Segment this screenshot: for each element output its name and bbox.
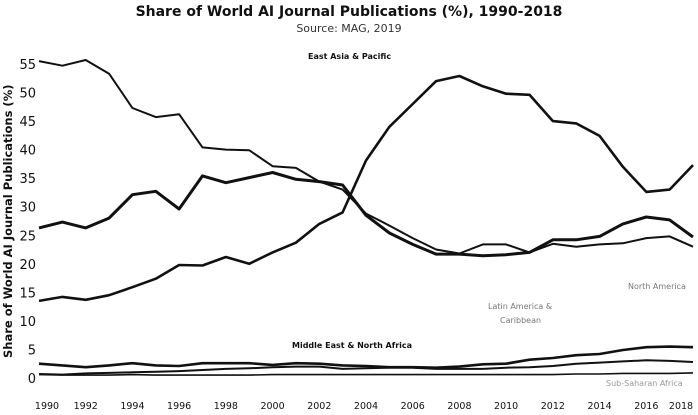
series-label-mena: Middle East & North Africa — [292, 341, 413, 350]
series-line-north-america — [38, 59, 694, 255]
x-tick-label: 1996 — [167, 401, 191, 412]
x-tick-label: 2014 — [587, 401, 611, 412]
series-line-sub-saharan-africa — [38, 372, 694, 376]
x-tick-label: 2006 — [401, 401, 425, 412]
x-tick-label: 1994 — [120, 401, 144, 412]
series-label-sub-saharan: Sub-Saharan Africa — [606, 379, 683, 388]
series-line-middle-east-north-africa — [38, 345, 694, 370]
y-tick-label: 35 — [19, 172, 36, 187]
x-tick-label: 1990 — [35, 401, 59, 412]
x-tick-label: 2004 — [354, 401, 378, 412]
y-tick-label: 40 — [19, 144, 36, 159]
y-tick-label: 30 — [19, 201, 36, 216]
y-tick-label: 15 — [19, 286, 36, 301]
series-label-east-asia: East Asia & Pacific — [308, 52, 392, 61]
series-label-latin-america-1: Latin America & — [488, 302, 553, 311]
x-tick-label: 2002 — [307, 401, 331, 412]
y-tick-label: 0 — [28, 372, 36, 387]
x-tick-label: 1992 — [74, 401, 98, 412]
y-tick-label: 45 — [19, 115, 36, 130]
series-line-latin-america-caribbean — [38, 359, 694, 376]
y-tick-label: 55 — [19, 58, 36, 73]
y-tick-label: 20 — [19, 258, 36, 273]
series-line-east-asia-pacific — [38, 74, 694, 303]
x-tick-label: 2010 — [494, 401, 518, 412]
x-tick-label: 2016 — [634, 401, 658, 412]
y-tick-label: 50 — [19, 87, 36, 102]
y-tick-label: 5 — [28, 343, 36, 358]
series-label-north-america: North America — [628, 282, 686, 291]
series-label-latin-america-2: Caribbean — [500, 316, 542, 325]
x-tick-label: 2018 — [669, 401, 693, 412]
series-line-unlabeled — [38, 171, 694, 258]
x-tick-label: 2000 — [260, 401, 284, 412]
y-tick-label: 10 — [19, 315, 36, 330]
chart-subtitle: Source: MAG, 2019 — [296, 22, 402, 35]
y-tick-label: 25 — [19, 229, 36, 244]
x-tick-label: 2012 — [541, 401, 565, 412]
chart-title: Share of World AI Journal Publications (… — [135, 4, 563, 20]
x-tick-label: 1998 — [214, 401, 238, 412]
x-tick-label: 2008 — [447, 401, 471, 412]
